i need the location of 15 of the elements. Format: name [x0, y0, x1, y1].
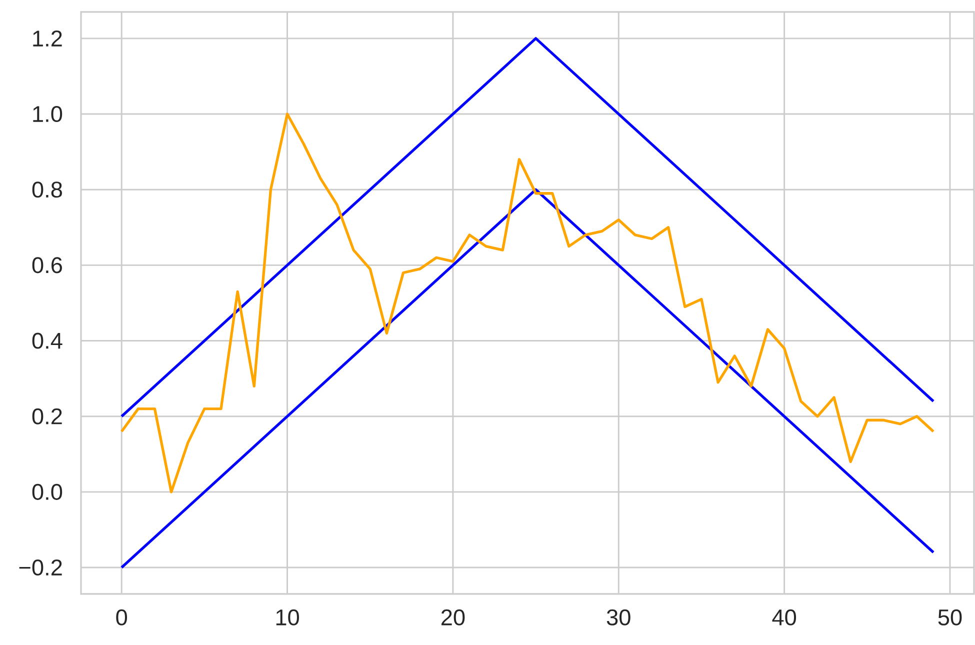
y-tick-label: 1.0: [33, 106, 62, 122]
x-tick-label: 20: [441, 609, 465, 626]
y-tick-label: 0.6: [32, 257, 62, 274]
y-tick-label: 0.2: [32, 408, 62, 424]
x-tick-label: 40: [772, 609, 796, 626]
x-tick-label: 30: [606, 609, 630, 626]
x-tick-label: 0: [116, 609, 128, 626]
y-tick-label: 0.0: [32, 484, 62, 500]
y-tick-label: 0.8: [32, 182, 62, 198]
x-tick-label: 50: [938, 609, 962, 626]
y-tick-label: 0.4: [32, 332, 62, 349]
x-tick-label: 10: [276, 609, 299, 626]
y-tick-label: 1.2: [33, 30, 62, 46]
y-tick-label: −0.2: [19, 560, 62, 576]
line-series: [120, 112, 935, 494]
